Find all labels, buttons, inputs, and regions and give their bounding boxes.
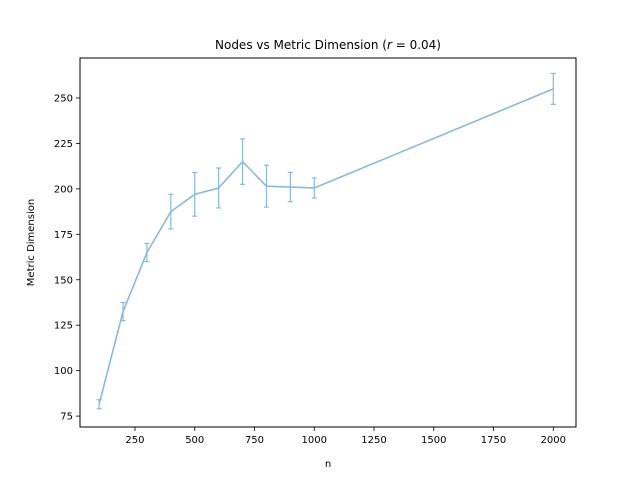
data-point <box>263 164 269 208</box>
plot-frame <box>79 57 577 428</box>
data-point <box>168 193 174 230</box>
data-point <box>550 72 556 105</box>
data-point <box>96 399 102 410</box>
chart-title-var: r <box>387 38 393 52</box>
data-point <box>192 171 198 217</box>
y-tick-label: 200 <box>54 184 73 195</box>
data-point <box>287 171 293 203</box>
data-point <box>120 301 126 322</box>
y-tick-label: 125 <box>54 321 73 332</box>
x-tick-label: 2000 <box>541 435 566 446</box>
data-point <box>240 138 246 185</box>
axes: 250 500 750 1000 1250 1500 1750 2000 75 100 125 150… <box>54 93 566 446</box>
chart-title-prefix: Nodes vs Metric Dimension ( <box>215 38 387 52</box>
y-axis-label: Metric Dimension <box>26 199 37 286</box>
data-point <box>311 177 317 199</box>
chart-title: Nodes vs Metric Dimension (r = 0.04) <box>215 38 441 52</box>
x-axis-label: n <box>325 459 331 470</box>
x-tick-label: 1250 <box>361 435 386 446</box>
chart-title-suffix: = 0.04) <box>392 38 441 52</box>
x-tick-label: 250 <box>125 435 144 446</box>
data-point <box>144 242 150 263</box>
y-tick-label: 100 <box>54 366 73 377</box>
y-tick-label: 250 <box>54 93 73 104</box>
data-point <box>216 167 222 209</box>
y-tick-label: 175 <box>54 230 73 241</box>
x-tick-label: 750 <box>245 435 264 446</box>
y-tick-label: 75 <box>60 412 73 423</box>
plot-area <box>96 72 556 410</box>
y-tick-label: 225 <box>54 139 73 150</box>
x-tick-label: 1000 <box>302 435 327 446</box>
x-tick-label: 1750 <box>481 435 506 446</box>
x-tick-label: 1500 <box>421 435 446 446</box>
y-tick-label: 150 <box>54 275 73 286</box>
x-tick-label: 500 <box>185 435 204 446</box>
